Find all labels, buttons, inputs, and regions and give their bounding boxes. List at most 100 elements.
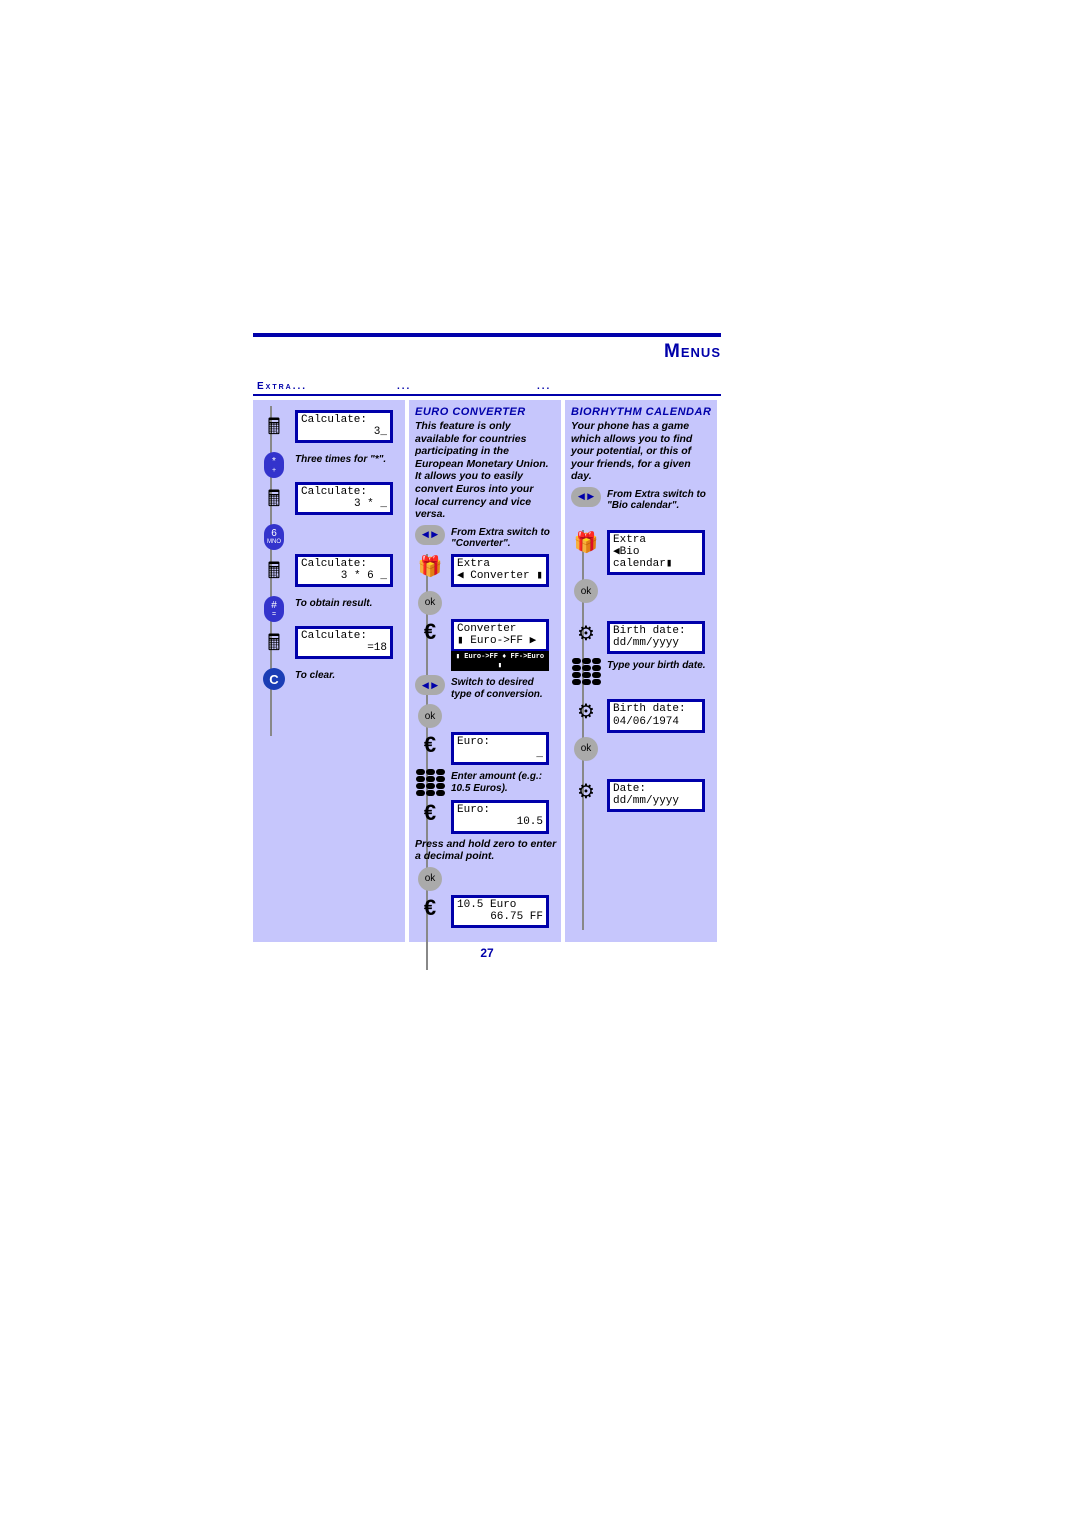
lcd-line1: Calculate: xyxy=(301,414,387,426)
biorhythm-icon: ⚙ xyxy=(577,699,595,724)
calc-press-6: 6MNO xyxy=(257,524,401,550)
euro-icon: € xyxy=(424,895,436,921)
lcd-line2: 3 * _ xyxy=(301,498,387,510)
euro-nav-2: ◀ ▶ Switch to desired type of conversion… xyxy=(413,675,557,700)
euro-ok-2: ok xyxy=(413,704,557,728)
lcd-line2: =18 xyxy=(301,642,387,654)
column-headers: Extra... ... ... xyxy=(253,381,721,394)
euro-icon: € xyxy=(424,619,436,645)
lcd-with-subbar: Converter ▮ Euro->FF ▶ ▮ Euro->FF ♦ FF->… xyxy=(451,619,549,671)
caption: Enter amount (e.g.: 10.5 Euros). xyxy=(451,769,557,794)
bio-lcd-2: ⚙ Birth date: dd/mm/yyyy xyxy=(569,621,713,654)
extra-icon: 🎁 xyxy=(574,530,599,555)
bio-lcd-1: 🎁 Extra ◀Bio calendar▮ xyxy=(569,530,713,575)
lcd: Euro: 10.5 xyxy=(451,800,549,833)
lcd: Extra ◀ Converter ▮ xyxy=(451,554,549,587)
euro-keypad: Enter amount (e.g.: 10.5 Euros). xyxy=(413,769,557,796)
ok-key[interactable]: ok xyxy=(418,704,442,728)
lcd-line1: Birth date: xyxy=(613,625,699,637)
lcd: Calculate: 3_ xyxy=(295,410,393,443)
bio-ok-1: ok xyxy=(569,579,713,603)
lcd: Calculate: 3 * _ xyxy=(295,482,393,515)
euro-ok-3: ok xyxy=(413,867,557,891)
ok-key[interactable]: ok xyxy=(418,867,442,891)
lcd-line1: Calculate: xyxy=(301,486,387,498)
bio-nav-1: ◀ ▶ From Extra switch to "Bio calendar". xyxy=(569,487,713,512)
calc-inst-result: #= To obtain result. xyxy=(257,596,401,622)
header-extra: Extra... xyxy=(257,381,397,392)
rule-mid xyxy=(253,394,721,396)
caption: To clear. xyxy=(295,668,335,682)
biorhythm-icon: ⚙ xyxy=(577,621,595,646)
calc-step-1: 🖩 Calculate: 3_ xyxy=(257,410,401,448)
bio-ok-2: ok xyxy=(569,737,713,761)
six-key[interactable]: 6MNO xyxy=(264,524,284,550)
caption: Three times for "*". xyxy=(295,452,386,466)
lcd-line2: 3 * 6 _ xyxy=(301,570,387,582)
bio-lcd-3: ⚙ Birth date: 04/06/1974 xyxy=(569,699,713,732)
lcd-line1: Extra xyxy=(613,534,699,546)
lcd-line2: 04/06/1974 xyxy=(613,716,699,728)
calc-step-2: 🖩 Calculate: 3 * _ xyxy=(257,482,401,520)
lcd-line2: 66.75 FF xyxy=(457,911,543,923)
rule-top xyxy=(253,333,721,337)
ok-key[interactable]: ok xyxy=(574,579,598,603)
euro-icon: € xyxy=(424,800,436,826)
euro-lcd-3: € Euro: _ xyxy=(413,732,557,765)
lcd-line2: 3_ xyxy=(301,426,387,438)
page: Menus Extra... ... ... 🖩 Calculate: 3_ *… xyxy=(253,333,721,1020)
lcd: Birth date: 04/06/1974 xyxy=(607,699,705,732)
nav-key[interactable]: ◀ ▶ xyxy=(415,675,445,695)
nav-key[interactable]: ◀ ▶ xyxy=(415,525,445,545)
lcd: 10.5 Euro 66.75 FF xyxy=(451,895,549,928)
caption: From Extra switch to "Converter". xyxy=(451,525,557,550)
lcd-line2: ◀ Converter ▮ xyxy=(457,570,543,582)
nav-key[interactable]: ◀ ▶ xyxy=(571,487,601,507)
lcd-line1: Euro: xyxy=(457,804,543,816)
calc-step-3: 🖩 Calculate: 3 * 6 _ xyxy=(257,554,401,592)
lcd-line1: Birth date: xyxy=(613,703,699,715)
columns: 🖩 Calculate: 3_ *+ Three times for "*". … xyxy=(253,400,721,942)
lcd-line2: 10.5 xyxy=(457,816,543,828)
lcd-line2: dd/mm/yyyy xyxy=(613,637,699,649)
col-calculator: 🖩 Calculate: 3_ *+ Three times for "*". … xyxy=(253,400,405,942)
section-intro: This feature is only available for count… xyxy=(415,420,557,521)
calc-inst-clear: C To clear. xyxy=(257,668,401,690)
calculator-icon: 🖩 xyxy=(267,626,280,664)
calculator-icon: 🖩 xyxy=(267,482,280,520)
extra-icon: 🎁 xyxy=(418,554,443,579)
conversion-subbar: ▮ Euro->FF ♦ FF->Euro ▮ xyxy=(451,651,549,671)
keypad-icon[interactable] xyxy=(416,769,445,796)
calculator-icon: 🖩 xyxy=(267,554,280,592)
euro-lcd-1: 🎁 Extra ◀ Converter ▮ xyxy=(413,554,557,587)
col-euro: EURO CONVERTER This feature is only avai… xyxy=(409,400,561,942)
lcd-line1: Calculate: xyxy=(301,558,387,570)
clear-key[interactable]: C xyxy=(263,668,285,690)
ok-key[interactable]: ok xyxy=(418,591,442,615)
caption: Type your birth date. xyxy=(607,658,706,672)
lcd-line1: Date: xyxy=(613,783,699,795)
page-title: Menus xyxy=(253,341,721,363)
caption: Switch to desired type of conversion. xyxy=(451,675,557,700)
lcd-line2: ◀Bio calendar▮ xyxy=(613,546,699,570)
section-heading: BIORHYTHM CALENDAR xyxy=(571,406,713,418)
calc-inst-star: *+ Three times for "*". xyxy=(257,452,401,478)
hash-key[interactable]: #= xyxy=(264,596,284,622)
lcd-line1: Converter xyxy=(457,623,543,635)
lcd-line2: _ xyxy=(457,748,543,760)
bio-lcd-4: ⚙ Date: dd/mm/yyyy xyxy=(569,779,713,812)
page-number: 27 xyxy=(253,946,721,960)
header-dots-1: ... xyxy=(397,381,537,392)
star-key[interactable]: *+ xyxy=(264,452,284,478)
header-dots-2: ... xyxy=(537,381,677,392)
lcd: Birth date: dd/mm/yyyy xyxy=(607,621,705,654)
lcd: Date: dd/mm/yyyy xyxy=(607,779,705,812)
ok-key[interactable]: ok xyxy=(574,737,598,761)
keypad-icon[interactable] xyxy=(572,658,601,685)
euro-icon: € xyxy=(424,732,436,758)
lcd: Extra ◀Bio calendar▮ xyxy=(607,530,705,575)
bio-keypad: Type your birth date. xyxy=(569,658,713,685)
biorhythm-icon: ⚙ xyxy=(577,779,595,804)
euro-nav-1: ◀ ▶ From Extra switch to "Converter". xyxy=(413,525,557,550)
euro-lcd-4: € Euro: 10.5 xyxy=(413,800,557,833)
